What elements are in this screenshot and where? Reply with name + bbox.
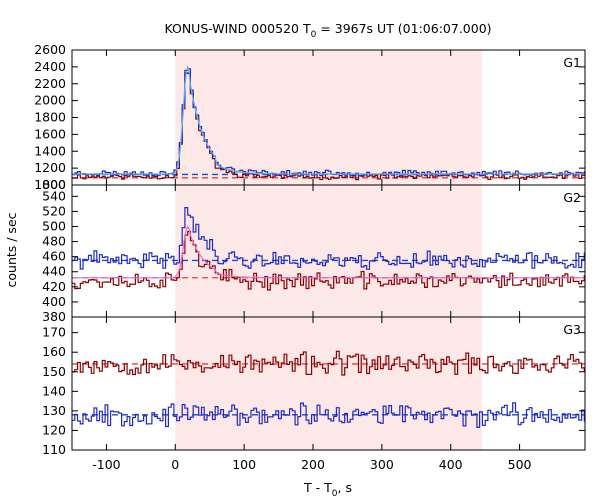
y-axis-label: counts / sec — [4, 212, 19, 287]
y-tick-label: 540 — [42, 188, 66, 203]
x-tick-label: 500 — [508, 457, 532, 472]
model-curve — [72, 225, 585, 279]
x-tick-label: -100 — [92, 457, 120, 472]
y-tick-label: 1600 — [34, 126, 66, 141]
x-tick-label: 300 — [370, 457, 394, 472]
y-tick-label: 460 — [42, 249, 66, 264]
shaded-interval — [175, 50, 482, 450]
y-tick-label: 120 — [42, 422, 66, 437]
y-tick-label: 130 — [42, 403, 66, 418]
y-tick-label: 400 — [42, 294, 66, 309]
y-tick-label: 2400 — [34, 59, 66, 74]
y-tick-label: 140 — [42, 383, 66, 398]
y-tick-label: 2200 — [34, 76, 66, 91]
panel-g2-series — [72, 207, 585, 291]
panel-label: G2 — [563, 190, 581, 205]
panel-label: G1 — [563, 55, 581, 70]
y-tick-label: 420 — [42, 279, 66, 294]
x-tick-label: 0 — [171, 457, 179, 472]
x-tick-label: 400 — [439, 457, 463, 472]
lightcurve-blue — [72, 207, 585, 270]
y-tick-label: 2600 — [34, 42, 66, 57]
y-tick-label: 170 — [42, 325, 66, 340]
panel-g1-series — [72, 64, 585, 181]
lightcurve-blue — [72, 68, 585, 177]
y-tick-label: 2000 — [34, 93, 66, 108]
y-tick-label: 1000 — [34, 177, 66, 192]
panel-g3-frame — [71, 316, 586, 451]
y-tick-label: 150 — [42, 364, 66, 379]
y-tick-label: 500 — [42, 218, 66, 233]
x-tick-label: 200 — [301, 457, 325, 472]
y-tick-label: 520 — [42, 203, 66, 218]
lightcurve-red — [72, 230, 585, 291]
y-tick-label: 160 — [42, 344, 66, 359]
y-tick-label: 480 — [42, 234, 66, 249]
y-tick-label: 800 — [42, 177, 66, 192]
panel-label: G3 — [563, 322, 581, 337]
lightcurve-red — [72, 72, 585, 181]
chart-title: KONUS-WIND 000520 T0 = 3967s UT (01:06:0… — [164, 21, 491, 40]
y-tick-label: 380 — [42, 309, 66, 324]
x-tick-label: 100 — [232, 457, 256, 472]
y-tick-label: 1400 — [34, 143, 66, 158]
y-tick-label: 1200 — [34, 160, 66, 175]
lightcurve-blue — [72, 402, 585, 428]
y-tick-label: 1800 — [34, 110, 66, 125]
y-tick-label: 110 — [42, 442, 66, 457]
y-tick-label: 440 — [42, 264, 66, 279]
x-axis-label: T - T0, s — [303, 480, 352, 499]
lightcurve-red — [72, 350, 585, 376]
model-curve — [72, 64, 585, 175]
panel-g3-series — [72, 350, 585, 428]
